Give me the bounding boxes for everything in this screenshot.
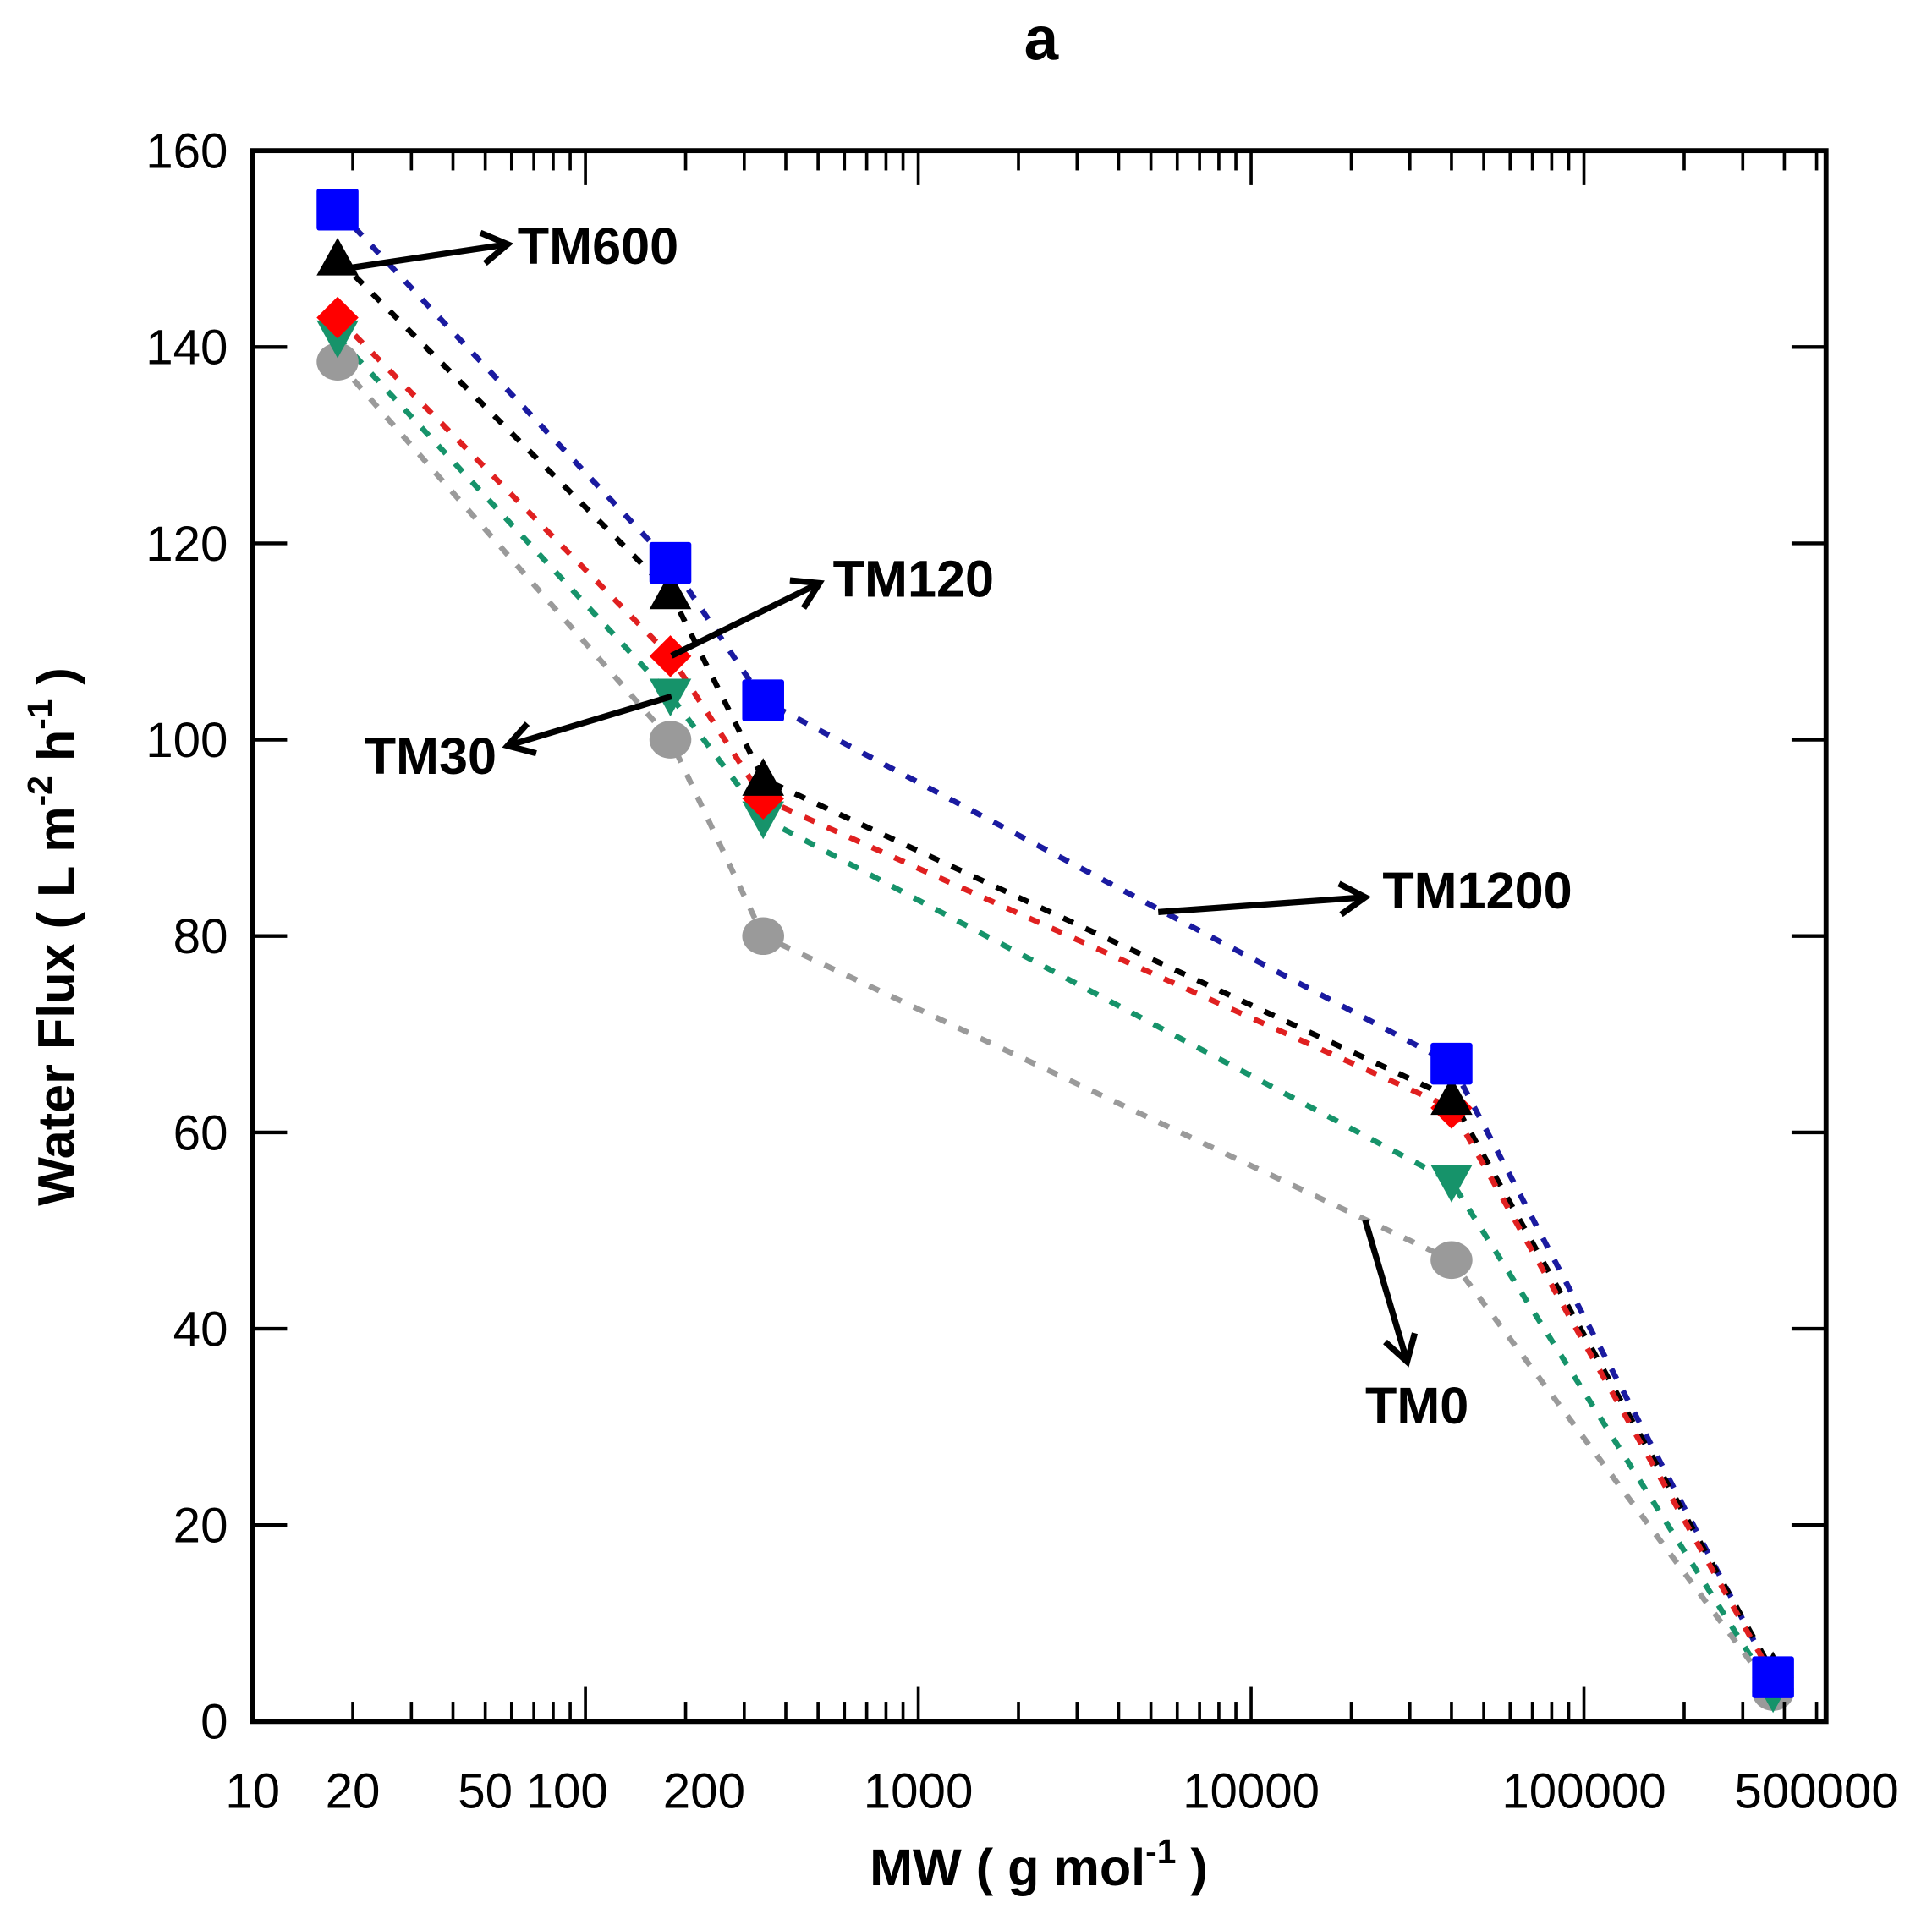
annotation-arrow-tm600: [342, 241, 508, 272]
y-tick-label: 80: [173, 909, 228, 964]
arrowhead-icon: [502, 721, 537, 757]
x-tick-label: 1000: [864, 1763, 974, 1818]
data-point-tm30: [316, 320, 359, 359]
data-point-tm120: [316, 296, 359, 339]
x-tick-label: 10000: [1183, 1763, 1320, 1818]
arrowhead-icon: [479, 229, 514, 266]
chart-title: a: [1024, 4, 1059, 73]
annotation-arrow-tm1200: [1157, 894, 1366, 915]
annotation-label-tm600: TM600: [518, 217, 678, 275]
y-axis-label: Water Flux ( L m-2 h-1 ): [20, 667, 85, 1206]
data-point-tm1200: [742, 679, 784, 721]
annotation-label-tm1200: TM1200: [1382, 862, 1572, 919]
series-line-tm600: [335, 256, 1776, 1674]
data-point-tm0: [649, 721, 692, 759]
arrowhead-icon: [1337, 880, 1371, 918]
data-point-tm1200: [649, 541, 692, 584]
series-layer: [316, 189, 1794, 1714]
x-tick-label: 200: [663, 1763, 745, 1818]
series-line-tm30: [335, 335, 1776, 1694]
plot-frame: [250, 148, 1829, 1725]
data-point-tm0: [742, 917, 784, 956]
y-tick-label: 20: [173, 1499, 228, 1554]
x-tick-label: 100: [526, 1763, 608, 1818]
x-tick-label: 10: [225, 1763, 280, 1818]
annotation-arrow-tm0: [1362, 1219, 1410, 1363]
series-line-tm0: [335, 359, 1776, 1694]
data-point-tm0: [1430, 1241, 1473, 1280]
y-tick-label: 120: [145, 517, 228, 572]
x-tick-label: 20: [326, 1763, 381, 1818]
annotation-arrow-tm120: [670, 580, 821, 659]
data-point-tm0: [316, 343, 359, 381]
x-axis-label: MW ( g mol-1 ): [870, 1832, 1208, 1896]
y-tick-label: 60: [173, 1105, 228, 1160]
annotations: TM600 TM120 TM30 TM1200 TM0: [342, 217, 1572, 1434]
annotation-arrow-tm30: [507, 693, 672, 749]
data-point-tm30: [1430, 1165, 1473, 1203]
series-line-tm1200: [335, 207, 1776, 1679]
x-tick-label: 500000: [1734, 1763, 1898, 1818]
annotation-label-tm120: TM120: [833, 550, 994, 607]
y-tick-label: 0: [200, 1695, 228, 1750]
y-tick-label: 40: [173, 1302, 228, 1357]
y-tick-label: 100: [145, 713, 228, 768]
series-line-tm120: [335, 315, 1776, 1679]
arrowhead-icon: [1383, 1332, 1419, 1368]
arrowhead-icon: [789, 577, 825, 610]
x-tick-label: 100000: [1501, 1763, 1666, 1818]
data-point-tm600: [1430, 1077, 1473, 1116]
data-point-tm1200: [316, 189, 359, 231]
annotation-label-tm30: TM30: [365, 727, 497, 785]
y-tick-label: 140: [145, 321, 228, 376]
data-point-tm30: [742, 801, 784, 840]
data-point-tm1200: [1430, 1042, 1473, 1085]
data-point-tm600: [649, 571, 692, 610]
x-tick-label: 50: [458, 1763, 513, 1818]
y-tick-label: 160: [145, 124, 228, 179]
annotation-label-tm0: TM0: [1365, 1377, 1468, 1434]
data-point-tm1200: [1752, 1656, 1794, 1698]
data-point-tm600: [742, 758, 784, 796]
